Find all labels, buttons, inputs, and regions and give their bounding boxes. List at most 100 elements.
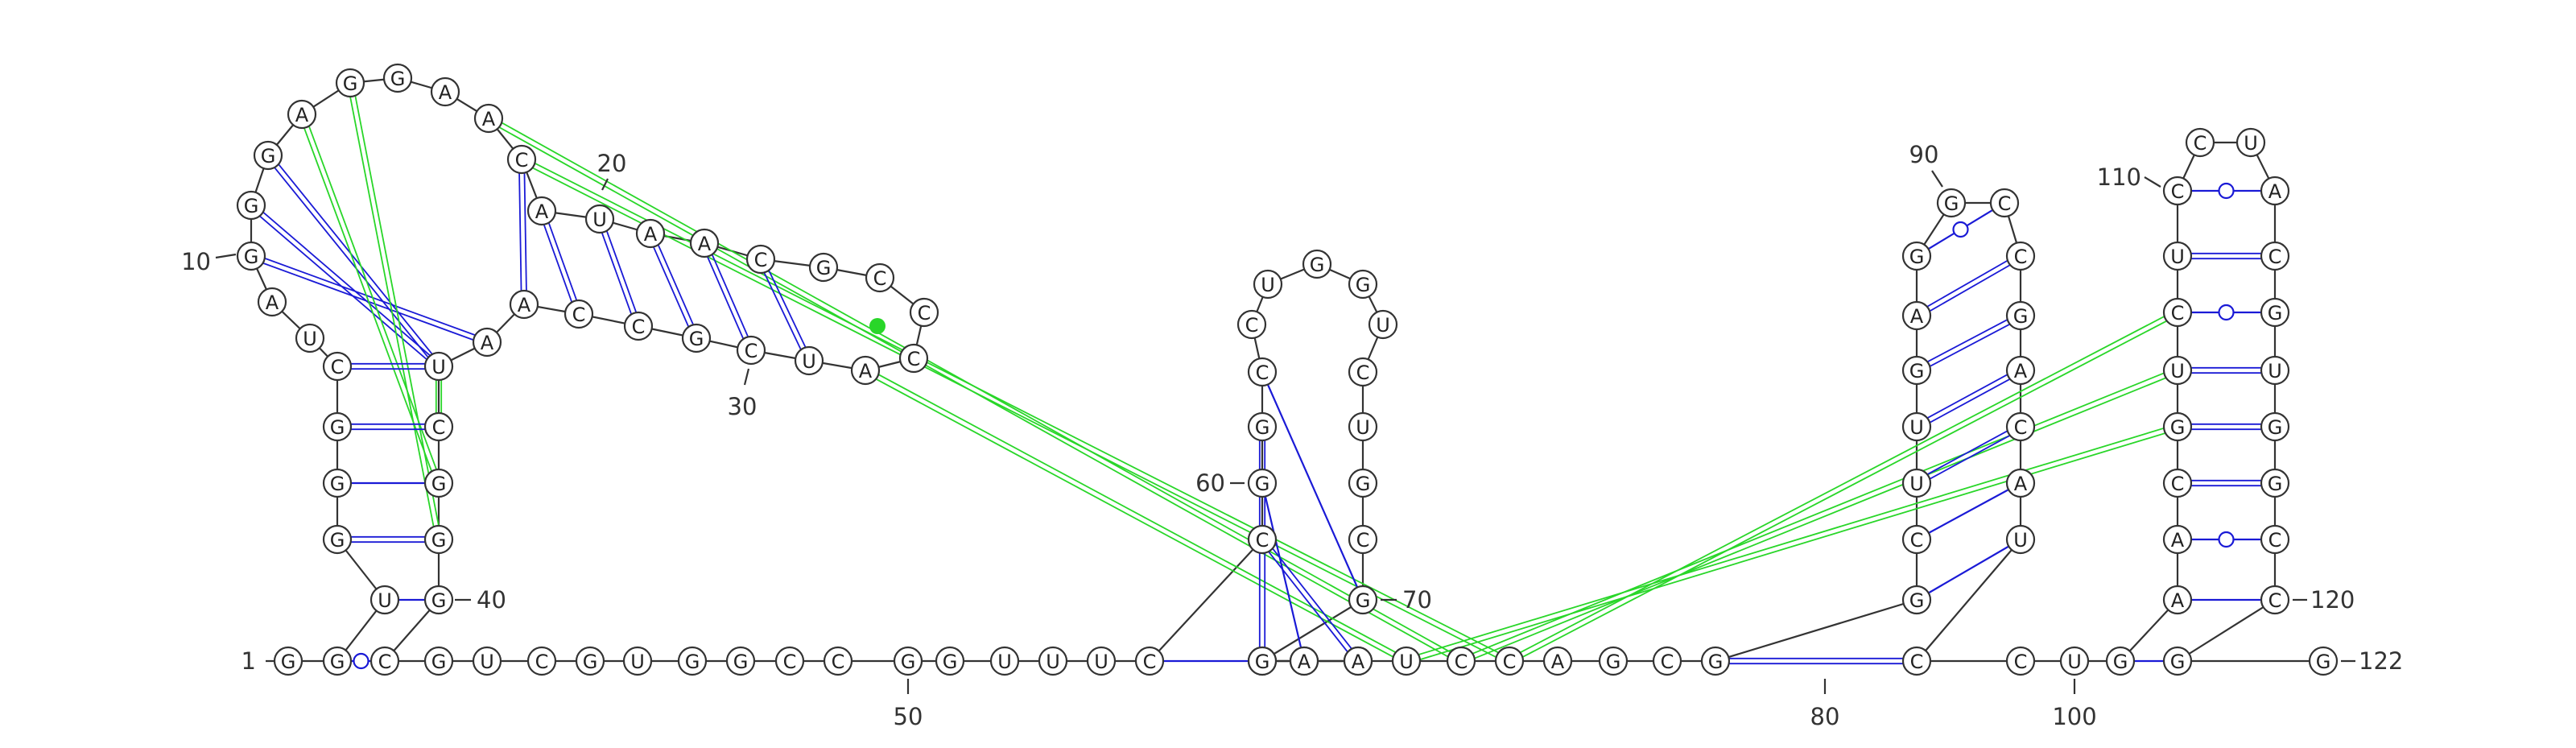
nucleotide: G (1348, 269, 1378, 300)
nucleotide-letter: U (1356, 416, 1370, 439)
nucleotide-letter: U (2268, 360, 2282, 382)
nucleotide-circle (1134, 646, 1165, 676)
nucleotide-circle (335, 68, 365, 98)
nucleotide-letter: G (685, 651, 700, 673)
nucleotide: U (1391, 646, 1422, 676)
nucleotide: U (423, 351, 454, 382)
nucleotide-letter: C (1503, 651, 1517, 673)
nucleotide-circle (2260, 468, 2290, 498)
nucleotide-letter: G (244, 195, 259, 217)
nucleotide-letter: A (1551, 651, 1565, 673)
nucleotide-letter: U (1909, 416, 1924, 439)
nucleotide: C (1989, 188, 2020, 218)
nucleotide-circle (794, 345, 824, 376)
nucleotide-letter: G (1310, 254, 1325, 276)
nucleotide-letter: C (535, 651, 549, 673)
nucleotide-letter: G (943, 651, 958, 673)
nucleotide-letter: A (644, 223, 658, 246)
position-label-30: 30 (728, 393, 758, 420)
nucleotide-circle (989, 646, 1020, 676)
nucleotide-circle (2260, 241, 2290, 271)
nucleotide-letter: C (515, 149, 529, 172)
nucleotide-circle (865, 262, 895, 293)
nucleotide-letter: U (997, 651, 1012, 673)
nucleotide-letter: G (901, 651, 916, 673)
nucleotide-circle (2260, 176, 2290, 206)
nucleotide: A (2005, 468, 2036, 498)
nucleotide-circle (1901, 524, 1932, 555)
nucleotide-circle (774, 646, 805, 676)
nucleotide-circle (423, 468, 454, 498)
nucleotide: G (273, 646, 303, 676)
nucleotide-letter: U (303, 328, 317, 350)
nucleotide: G (322, 468, 353, 498)
nucleotide-letter: A (1298, 651, 1311, 673)
nucleotide: G (253, 140, 283, 171)
nucleotide-circle (2005, 524, 2036, 555)
au-pair-line (1916, 482, 2021, 540)
nucleotide-circle (623, 311, 654, 341)
nucleotide-letter: G (1944, 192, 1959, 215)
nucleotide-circle (2235, 127, 2266, 158)
nucleotide-letter: C (1661, 651, 1674, 673)
nucleotide-circle (2162, 176, 2193, 206)
nucleotide-circle (236, 190, 266, 221)
nucleotide-letter: G (431, 651, 447, 673)
position-tick (215, 253, 237, 259)
nucleotide-letter: C (907, 348, 921, 370)
nucleotide: U (794, 345, 824, 376)
nucleotide-letter: A (859, 360, 873, 382)
nucleotide-circle (1391, 646, 1422, 676)
nucleotide-circle (2260, 585, 2290, 615)
nucleotide: U (989, 646, 1020, 676)
nucleotide: C (322, 351, 353, 382)
nucleotide-circle (1348, 468, 1378, 498)
nucleotide-letter: G (2170, 651, 2186, 673)
position-tick (2144, 176, 2161, 188)
nucleotide-circle (1901, 355, 1932, 386)
nucleotide-circle (1348, 411, 1378, 442)
nucleotide-circle (2105, 646, 2136, 676)
nucleotide: C (2162, 468, 2193, 498)
nucleotide-circle (2005, 300, 2036, 331)
nucleotide-letter: G (2268, 416, 2283, 439)
nucleotide-circle (1086, 646, 1117, 676)
nucleotide-circle (2162, 411, 2193, 442)
nucleotide-circle (2162, 297, 2193, 328)
nucleotide: U (295, 323, 325, 353)
nucleotide-circle (1700, 646, 1731, 676)
nucleotide-letter: U (1094, 651, 1108, 673)
gu-wobble-marker (353, 652, 369, 670)
nucleotide-circle (689, 228, 720, 258)
position-label-90: 90 (1909, 141, 1939, 168)
nucleotide: G (1901, 241, 1932, 271)
nucleotide: G (575, 646, 605, 676)
nucleotide-letter: C (1910, 651, 1924, 673)
nucleotide-circle (423, 411, 454, 442)
nucleotide-letter: U (1376, 314, 1390, 337)
tertiary-interaction-line (252, 202, 441, 366)
nucleotide-letter: U (630, 651, 645, 673)
nucleotide-circle (506, 144, 537, 175)
nucleotide-circle (1247, 646, 1278, 676)
nucleotide: C (1494, 646, 1525, 676)
gc-pair-line (1915, 367, 2020, 425)
nucleotide-circle (2162, 468, 2193, 498)
nucleotide: C (2162, 297, 2193, 328)
nucleotide-letter: C (2014, 246, 2028, 268)
tertiary-interaction-line (1406, 428, 2179, 664)
nucleotide-circle (2162, 355, 2193, 386)
nucleotide: C (1348, 357, 1378, 387)
nucleotide: G (2005, 300, 2036, 331)
nucleotide-circle (287, 99, 317, 130)
nucleotide-letter: C (2171, 302, 2185, 324)
nucleotide-circle (1652, 646, 1682, 676)
nucleotide: C (2260, 585, 2290, 615)
nucleotide: A (287, 99, 317, 130)
nucleotide-letter: C (873, 267, 887, 290)
nucleotide-letter: A (439, 81, 452, 104)
nucleotide: U (2162, 355, 2193, 386)
tertiary-interaction-line (346, 83, 437, 540)
